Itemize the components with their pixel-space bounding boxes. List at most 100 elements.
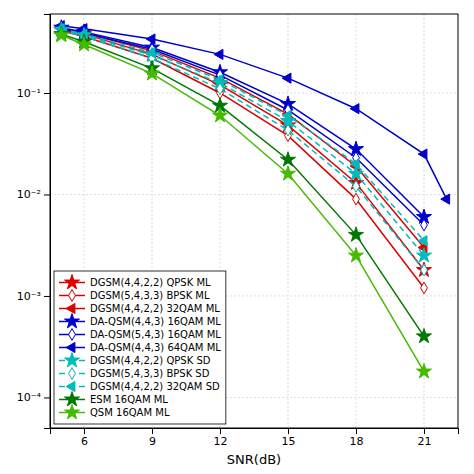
- series-line: [61, 28, 424, 217]
- series: [55, 24, 426, 253]
- series-marker: [54, 27, 69, 41]
- series-marker: [214, 49, 223, 59]
- x-axis: 6 9 12 15 18 21: [51, 428, 459, 448]
- series-line: [61, 35, 424, 371]
- x-tick-mark: [356, 428, 357, 434]
- y-tick: 10⁻⁴: [17, 391, 50, 404]
- x-axis-title: SNR(dB): [227, 452, 281, 467]
- series-marker: [348, 248, 363, 262]
- legend-label: ESM 16QAM ML: [90, 394, 168, 405]
- series: [54, 26, 432, 342]
- series: [58, 23, 427, 231]
- y-tick-mark: [44, 397, 50, 398]
- series-line: [61, 31, 424, 288]
- series-marker: [76, 37, 91, 51]
- x-tick-mark: [220, 428, 221, 434]
- legend-label: DA-QSM(5,4,3) 16QAM ML: [90, 329, 221, 340]
- x-tick-label: 12: [214, 435, 228, 448]
- x-tick-mark: [152, 428, 153, 434]
- x-tick-label: 15: [282, 435, 296, 448]
- series: [54, 22, 432, 277]
- series-marker: [144, 66, 159, 80]
- plot: 6 9 12 15 18 21 10⁻⁴ 10⁻³ 10⁻² 10⁻¹ DGSM(4,4,2,2) …: [17, 14, 459, 448]
- series-line: [61, 30, 424, 270]
- legend-swatch-marker: [66, 303, 75, 313]
- legend-label: DGSM(4,4,2,2) 32QAM ML: [90, 303, 220, 314]
- legend-label: DGSM(5,4,3,3) BPSK SD: [90, 368, 210, 379]
- y-tick-label: 10⁻¹: [17, 87, 41, 100]
- series-marker: [214, 75, 223, 85]
- legend-box: [54, 271, 226, 424]
- legend-label: DA-QSM(4,4,3) 16QAM ML: [90, 316, 221, 327]
- legend: DGSM(4,4,2,2) QPSK ML DGSM(5,4,3,3) BPSK …: [54, 271, 226, 424]
- x-tick: 21: [418, 428, 432, 448]
- series-line: [61, 31, 424, 270]
- y-tick: 10⁻¹: [17, 87, 50, 100]
- y-tick-mark: [44, 296, 50, 297]
- series-marker: [441, 194, 450, 204]
- series-marker: [416, 364, 431, 378]
- series-marker: [350, 104, 359, 114]
- y-tick: 10⁻²: [17, 188, 50, 201]
- x-axis-line: [51, 429, 459, 435]
- legend-label: DA-QSM(4,4,3) 64QAM ML: [90, 342, 221, 353]
- series-marker: [282, 73, 291, 83]
- series-marker: [285, 124, 292, 136]
- series-line: [61, 30, 424, 256]
- legend-swatch-marker: [69, 368, 76, 380]
- series-marker: [280, 152, 295, 166]
- series-group: [54, 20, 450, 378]
- x-tick-mark: [288, 428, 289, 434]
- series-marker: [212, 108, 227, 122]
- series-marker: [416, 248, 431, 262]
- legend-swatch-marker: [64, 314, 79, 328]
- series-marker: [416, 262, 431, 276]
- legend-label: DGSM(4,4,2,2) 32QAM SD: [90, 381, 220, 392]
- grid: [50, 14, 458, 428]
- x-tick-mark: [424, 428, 425, 434]
- x-tick: 12: [214, 428, 228, 448]
- series-marker: [280, 166, 295, 180]
- series-marker: [348, 166, 363, 180]
- grid-line-x: [356, 14, 357, 428]
- series-marker: [353, 193, 360, 205]
- legend-label: DGSM(4,4,2,2) QPSK SD: [90, 355, 211, 366]
- legend-swatch-marker: [66, 381, 75, 391]
- series-marker: [282, 110, 291, 120]
- grid-line-y: [50, 194, 458, 195]
- y-tick-label: 10⁻³: [17, 290, 41, 303]
- plot-frame: [50, 14, 458, 428]
- legend-swatch-marker: [64, 275, 79, 289]
- x-tick-mark: [84, 428, 85, 434]
- y-tick-label: 10⁻²: [17, 188, 41, 201]
- y-tick: 10⁻³: [17, 290, 50, 303]
- series-marker: [350, 159, 359, 169]
- series-line: [61, 29, 424, 248]
- series-marker: [421, 219, 428, 231]
- x-tick-label: 9: [149, 435, 156, 448]
- x-tick-label: 18: [350, 435, 364, 448]
- series-marker: [146, 34, 155, 44]
- series: [54, 27, 432, 378]
- series-marker: [418, 149, 427, 159]
- legend-label: DGSM(4,4,2,2) QPSK ML: [90, 277, 211, 288]
- series-line: [61, 34, 424, 336]
- series-marker: [421, 282, 428, 294]
- x-tick-label: 6: [81, 435, 88, 448]
- x-tick: 18: [350, 428, 364, 448]
- series-marker: [353, 181, 360, 193]
- chart: 6 9 12 15 18 21 10⁻⁴ 10⁻³ 10⁻² 10⁻¹ DGSM(4,4,2,2) …: [0, 0, 474, 474]
- legend-swatch-marker: [64, 405, 79, 419]
- series-marker: [418, 236, 427, 246]
- legend-swatch-marker: [69, 290, 76, 302]
- x-tick: 9: [149, 428, 156, 448]
- legend-label: QSM 16QAM ML: [90, 407, 170, 418]
- x-tick: 15: [282, 428, 296, 448]
- y-axis-line: [44, 15, 51, 429]
- x-tick-label: 21: [418, 435, 432, 448]
- series: [58, 25, 427, 276]
- legend-swatch-marker: [69, 329, 76, 341]
- legend-swatch-marker: [66, 342, 75, 352]
- y-axis: 10⁻⁴ 10⁻³ 10⁻² 10⁻¹: [17, 15, 51, 429]
- series-line: [61, 26, 446, 199]
